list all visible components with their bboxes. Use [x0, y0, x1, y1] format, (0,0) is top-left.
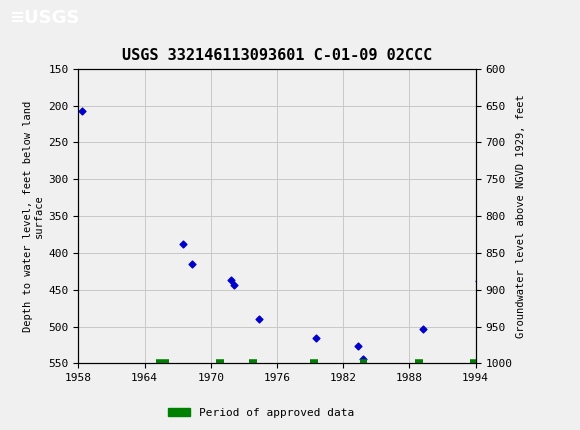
- Point: [255, 316, 264, 322]
- Point: [179, 241, 188, 248]
- Point: [226, 276, 235, 283]
- Point: [311, 334, 320, 341]
- Point: [77, 108, 86, 114]
- Point: [229, 282, 238, 289]
- Title: USGS 332146113093601 C-01-09 02CCC: USGS 332146113093601 C-01-09 02CCC: [122, 49, 432, 64]
- Legend: Period of approved data: Period of approved data: [164, 403, 358, 422]
- Y-axis label: Depth to water level, feet below land
surface: Depth to water level, feet below land su…: [23, 101, 44, 332]
- Point: [353, 343, 362, 350]
- Point: [418, 326, 427, 333]
- Point: [474, 277, 484, 284]
- Text: ≡USGS: ≡USGS: [9, 9, 79, 27]
- Point: [358, 356, 368, 362]
- Point: [187, 261, 197, 267]
- Y-axis label: Groundwater level above NGVD 1929, feet: Groundwater level above NGVD 1929, feet: [516, 94, 527, 338]
